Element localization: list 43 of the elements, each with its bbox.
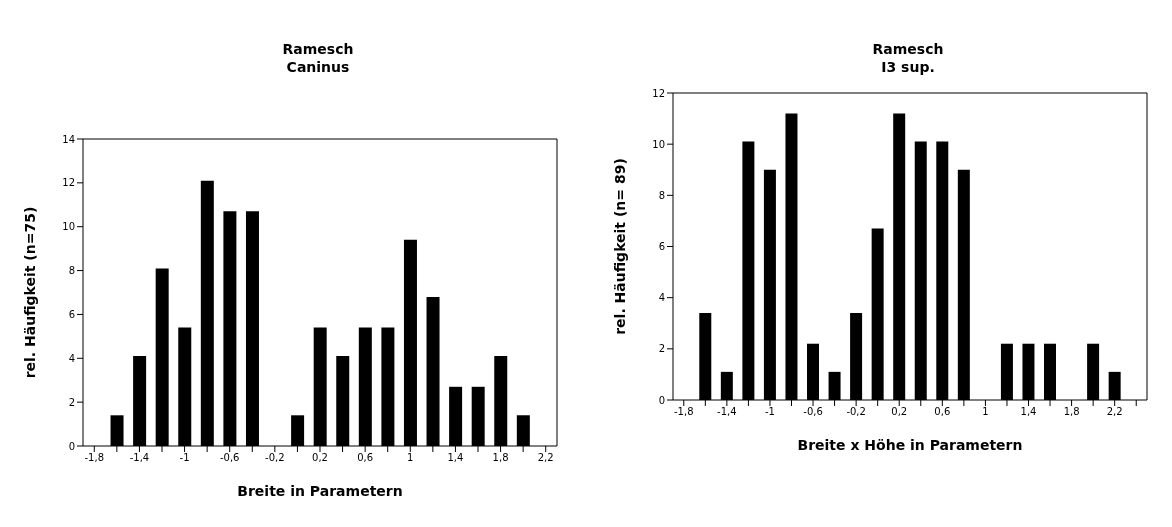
y-tick-label: 10 xyxy=(62,221,75,233)
x-tick-label: 1,8 xyxy=(492,452,509,464)
y-tick-label: 14 xyxy=(62,133,75,145)
x-axis-title: Breite in Parametern xyxy=(237,483,403,499)
x-tick-label: 0,6 xyxy=(357,452,374,464)
x-tick-label: 1,4 xyxy=(1020,406,1037,418)
x-tick-label: 2,2 xyxy=(1106,406,1123,418)
y-axis-title: rel. Häufigkeit (n=75) xyxy=(21,206,38,379)
x-tick-label: 1 xyxy=(407,452,414,464)
x-tick-label: -1,8 xyxy=(84,452,105,464)
x-tick-label: 1 xyxy=(982,406,989,418)
y-tick-label: 2 xyxy=(68,396,75,408)
y-tick-label: 8 xyxy=(658,189,665,201)
x-tick-label: -1 xyxy=(179,452,190,464)
y-tick-label: 4 xyxy=(658,292,665,304)
x-tick-label: -1,8 xyxy=(674,406,694,418)
x-tick-label: -1,4 xyxy=(129,452,150,464)
y-tick-label: 12 xyxy=(652,87,665,99)
y-tick-label: 6 xyxy=(658,241,665,253)
x-tick-label: -1 xyxy=(764,406,775,418)
x-tick-label: 0,6 xyxy=(934,406,951,418)
x-axis-title: Breite x Höhe in Parametern xyxy=(797,437,1023,453)
x-tick-label: 0,2 xyxy=(312,452,328,464)
chart-title: Ramesch I3 sup. xyxy=(871,40,945,76)
y-tick-label: 0 xyxy=(658,394,665,406)
y-tick-label: 8 xyxy=(68,265,75,277)
x-tick-label: 1,8 xyxy=(1063,406,1080,418)
chart-title: Ramesch Caninus xyxy=(281,40,355,76)
x-tick-label: 0,2 xyxy=(891,406,908,418)
x-tick-label: -0,2 xyxy=(265,452,285,464)
x-tick-label: 2,2 xyxy=(537,452,554,464)
x-tick-label: -1,4 xyxy=(717,406,737,418)
x-tick-label: 1,4 xyxy=(447,452,464,464)
y-tick-label: 0 xyxy=(68,440,75,452)
x-tick-label: -0,6 xyxy=(803,406,823,418)
x-tick-label: -0,6 xyxy=(219,452,240,464)
y-tick-label: 6 xyxy=(68,308,75,320)
y-tick-label: 4 xyxy=(68,352,75,364)
y-tick-label: 10 xyxy=(652,138,665,150)
y-tick-label: 2 xyxy=(658,343,665,355)
y-axis-title: rel. Häufigkeit (n= 89) xyxy=(611,158,628,335)
x-tick-label: -0,2 xyxy=(846,406,866,418)
y-tick-label: 12 xyxy=(62,177,75,189)
